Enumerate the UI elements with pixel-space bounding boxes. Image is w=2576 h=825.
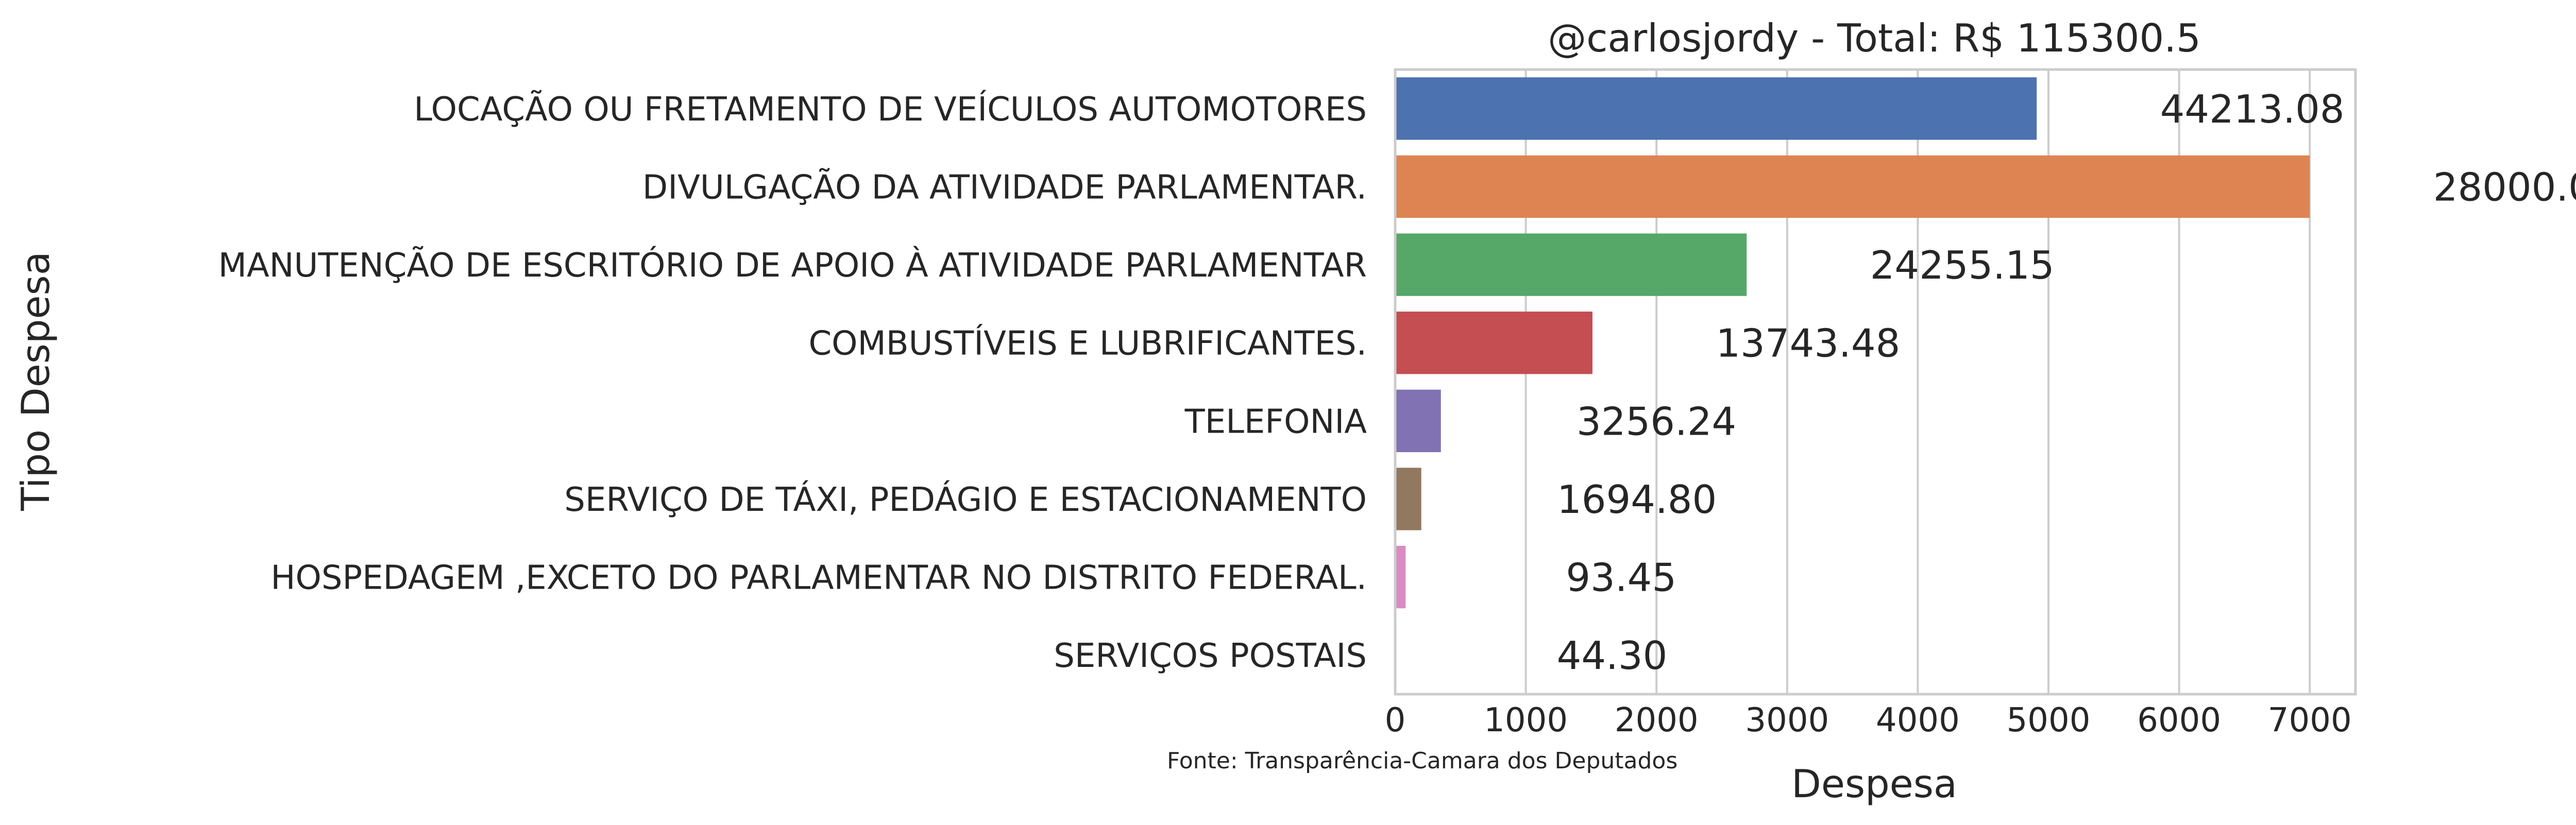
- y-axis-title: Tipo Despesa: [13, 251, 58, 511]
- value-label: 44.30: [1557, 633, 1668, 678]
- category-label: SERVIÇO DE TÁXI, PEDÁGIO E ESTACIONAMENT…: [564, 480, 1367, 519]
- x-tick-labels: 0 1000 2000 3000 4000 5000 6000 7000: [1385, 701, 2352, 740]
- x-tick-label: 1000: [1484, 701, 1568, 740]
- bar: [1395, 77, 2037, 140]
- category-label: DIVULGAÇÃO DA ATIVIDADE PARLAMENTAR.: [642, 168, 1367, 207]
- category-label: MANUTENÇÃO DE ESCRITÓRIO DE APOIO À ATIV…: [218, 246, 1367, 285]
- bar: [1395, 155, 2310, 218]
- x-tick-label: 0: [1385, 701, 1406, 740]
- category-labels: LOCAÇÃO OU FRETAMENTO DE VEÍCULOS AUTOMO…: [218, 90, 1367, 675]
- chart-title: @carlosjordy - Total: R$ 115300.5: [1548, 15, 2201, 61]
- value-label: 28000.00: [2433, 164, 2576, 210]
- x-tick-label: 7000: [2268, 701, 2352, 740]
- category-label: LOCAÇÃO OU FRETAMENTO DE VEÍCULOS AUTOMO…: [414, 90, 1367, 129]
- x-tick-label: 3000: [1745, 701, 1829, 740]
- bar: [1395, 233, 1747, 296]
- x-tick-label: 5000: [2007, 701, 2091, 740]
- bars: [1395, 77, 2310, 686]
- value-label: 24255.15: [1870, 243, 2055, 288]
- bar: [1395, 389, 1441, 452]
- value-label: 1694.80: [1557, 477, 1717, 522]
- category-label: SERVIÇOS POSTAIS: [1054, 637, 1367, 675]
- value-labels: 44213.08 28000.00 24255.15 13743.48 3256.24 1…: [1557, 87, 2576, 678]
- source-note: Fonte: Transparência-Camara dos Deputado…: [1167, 748, 1677, 774]
- value-label: 44213.08: [2160, 87, 2345, 132]
- bar: [1395, 468, 1421, 530]
- value-label: 13743.48: [1716, 321, 1900, 366]
- value-label: 3256.24: [1577, 399, 1736, 444]
- bar: [1395, 312, 1592, 374]
- x-tick-label: 4000: [1876, 701, 1960, 740]
- bar: [1395, 545, 1406, 609]
- x-axis-title: Despesa: [1791, 761, 1957, 806]
- category-label: TELEFONIA: [1184, 403, 1367, 441]
- x-tick-label: 6000: [2137, 701, 2221, 740]
- value-label: 93.45: [1566, 555, 1676, 600]
- category-label: HOSPEDAGEM ,EXCETO DO PARLAMENTAR NO DIS…: [270, 559, 1367, 597]
- plot-frame: [1394, 68, 2357, 696]
- x-tick-label: 2000: [1615, 701, 1699, 740]
- category-label: COMBUSTÍVEIS E LUBRIFICANTES.: [808, 324, 1367, 363]
